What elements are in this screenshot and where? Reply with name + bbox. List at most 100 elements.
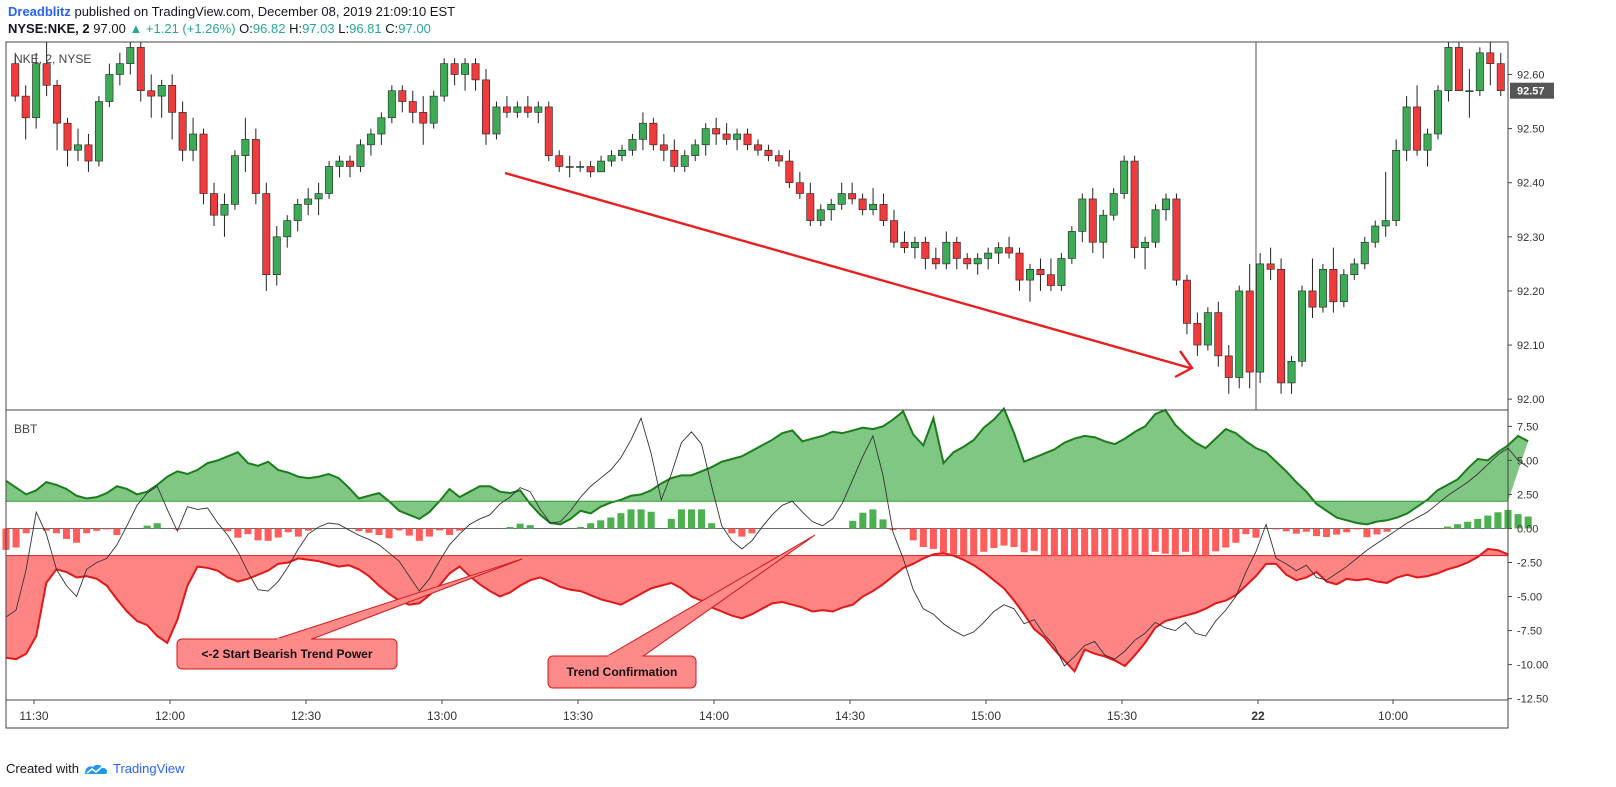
candle xyxy=(890,209,898,248)
histogram-bar xyxy=(143,525,151,529)
candle-body xyxy=(1235,290,1244,378)
bbt-tick-label: -5.00 xyxy=(1517,592,1542,604)
candle-body xyxy=(419,112,428,124)
candle xyxy=(565,155,574,178)
histogram-bar xyxy=(1383,528,1391,532)
histogram-bar xyxy=(637,509,645,529)
candle-body xyxy=(251,139,260,194)
candle-body xyxy=(325,166,334,194)
candle xyxy=(754,139,762,156)
candle-body xyxy=(136,47,145,92)
candle xyxy=(1287,355,1296,394)
candle-body xyxy=(502,106,511,113)
histogram-bar xyxy=(42,528,50,531)
candle-body xyxy=(1057,258,1066,286)
candle-body xyxy=(1371,225,1380,243)
candle-body xyxy=(576,166,585,168)
trend-arrow-shaft xyxy=(504,171,1191,370)
candle xyxy=(1298,285,1306,367)
candle xyxy=(1444,42,1453,102)
histogram-bar xyxy=(1020,528,1028,553)
histogram-bar xyxy=(698,509,706,529)
histogram-bar xyxy=(939,528,948,553)
candle-body xyxy=(1141,241,1150,248)
histogram-bar xyxy=(1091,528,1099,556)
author-link[interactable]: Dreadblitz xyxy=(8,4,71,19)
candle xyxy=(555,150,564,172)
histogram-bar xyxy=(1131,528,1139,556)
candle xyxy=(241,117,250,172)
histogram-bar xyxy=(1343,528,1351,533)
published-info: published on TradingView.com, December 0… xyxy=(74,4,456,19)
candle xyxy=(115,52,124,86)
close-value: 97.00 xyxy=(398,21,431,36)
candle-body xyxy=(492,106,501,135)
candle xyxy=(1350,258,1359,281)
candle xyxy=(942,231,951,270)
candle-body xyxy=(1475,52,1484,92)
candle-body xyxy=(199,133,208,194)
candle-body xyxy=(1496,63,1505,92)
histogram-bar xyxy=(1272,528,1280,530)
candle-body xyxy=(210,193,218,216)
candle xyxy=(597,155,606,173)
candle xyxy=(502,96,511,118)
candle-body xyxy=(774,155,783,162)
price-change: ▲ +1.21 (+1.26%) xyxy=(129,21,236,36)
histogram-bar xyxy=(274,528,282,538)
histogram-bar xyxy=(899,528,907,530)
candle-body xyxy=(691,144,700,156)
time-tick-label: 13:30 xyxy=(563,709,593,723)
histogram-bar xyxy=(1464,521,1472,529)
candle-body xyxy=(335,160,344,167)
candle-body xyxy=(346,160,354,167)
candle xyxy=(1266,247,1275,281)
candle xyxy=(513,101,522,118)
candle xyxy=(680,150,689,172)
candle xyxy=(827,198,836,221)
candle xyxy=(84,134,93,172)
candle-body xyxy=(1486,52,1495,64)
candle xyxy=(743,128,752,151)
bbt-line xyxy=(5,416,1529,667)
candle-body xyxy=(178,112,187,151)
candle-body xyxy=(429,95,438,124)
last-price-label: 92.57 xyxy=(1517,86,1545,98)
tradingview-brand-link[interactable]: TradingView xyxy=(112,761,185,776)
candle xyxy=(1015,247,1024,291)
candle xyxy=(1057,253,1066,291)
histogram-bar xyxy=(859,512,867,529)
close-label: C: xyxy=(385,21,399,36)
candle xyxy=(722,123,731,145)
bbt-indicator-pane: BBT xyxy=(2,406,1532,674)
histogram-bar xyxy=(1252,528,1260,538)
candle xyxy=(168,74,177,140)
candle-body xyxy=(952,241,961,259)
candle xyxy=(1214,301,1223,367)
candle xyxy=(262,182,271,291)
candle-body xyxy=(1444,47,1453,92)
histogram-bar xyxy=(234,528,242,538)
candle-body xyxy=(1350,263,1359,276)
histogram-bar xyxy=(284,528,292,533)
candle xyxy=(837,182,846,210)
symbol-name[interactable]: NYSE:NKE, 2 xyxy=(8,21,90,36)
candle xyxy=(952,236,961,270)
candle xyxy=(157,79,166,118)
candle xyxy=(42,42,51,97)
candle-body xyxy=(366,133,375,146)
candle-body xyxy=(638,122,647,140)
candle-body xyxy=(126,47,135,64)
candle-body xyxy=(994,247,1003,254)
candle-body xyxy=(168,84,177,113)
candle xyxy=(586,161,595,178)
candle-body xyxy=(1026,268,1034,281)
low-label: L: xyxy=(338,21,350,36)
histogram-bar xyxy=(1514,514,1522,529)
candle xyxy=(1235,285,1244,389)
candle xyxy=(1172,193,1181,286)
candle xyxy=(733,128,742,151)
histogram-bar xyxy=(667,518,675,529)
symbol-legend: NYSE:NKE, 2 97.00 ▲ +1.21 (+1.26%) O:96.… xyxy=(8,21,431,37)
